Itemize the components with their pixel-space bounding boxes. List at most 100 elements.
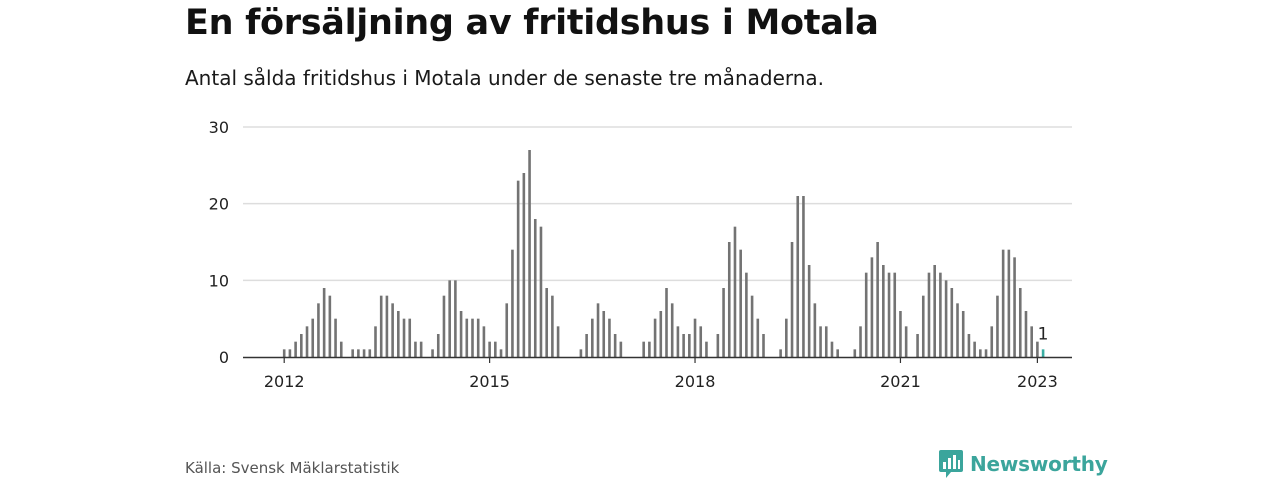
- page-title: En försäljning av fritidshus i Motala: [185, 3, 879, 43]
- bar: [1007, 249, 1011, 357]
- bar: [916, 334, 919, 357]
- bar: [921, 295, 925, 357]
- bar: [682, 334, 685, 357]
- bar: [414, 341, 417, 357]
- bar: [739, 249, 742, 357]
- bar: [984, 349, 988, 357]
- bar: [505, 303, 509, 357]
- bar: [282, 349, 286, 357]
- bar: [533, 219, 537, 357]
- bar: [545, 288, 548, 357]
- bar: [745, 272, 748, 357]
- chart-subtitle: Antal sålda fritidshus i Motala under de…: [185, 66, 825, 90]
- bar: [585, 334, 588, 357]
- bar: [733, 226, 737, 357]
- bar: [539, 226, 543, 357]
- bar: [670, 303, 674, 357]
- bar: [476, 318, 480, 357]
- bar: [973, 341, 976, 357]
- bar: [374, 326, 377, 357]
- bar: [436, 334, 440, 357]
- bar: [819, 326, 822, 357]
- bar: [882, 265, 885, 357]
- bar-chart: 0 10 20 30 2012 2015 2018 2021 2023 1: [209, 118, 1072, 391]
- bar: [727, 242, 731, 357]
- bar: [802, 196, 805, 357]
- bar: [659, 311, 663, 357]
- bar: [522, 173, 526, 357]
- bar: [813, 303, 817, 357]
- bar: [705, 341, 708, 357]
- bar: [887, 272, 891, 357]
- y-tick-label: 10: [209, 271, 229, 290]
- bar: [391, 303, 394, 357]
- bar: [979, 349, 982, 357]
- bar: [551, 295, 554, 357]
- source-note: Källa: Svensk Mäklarstatistik: [185, 459, 400, 477]
- bar: [750, 295, 754, 357]
- bar: [1001, 249, 1005, 357]
- bar: [488, 341, 491, 357]
- bar: [762, 334, 765, 357]
- bar: [1036, 341, 1039, 357]
- bar: [448, 280, 451, 357]
- bar: [688, 334, 691, 357]
- bar: [294, 341, 297, 357]
- bar: [357, 349, 360, 357]
- y-tick-label: 0: [219, 348, 229, 367]
- bar: [653, 318, 657, 357]
- bar: [385, 295, 389, 357]
- bar: [556, 326, 560, 357]
- bar: [471, 318, 474, 357]
- bar: [317, 303, 320, 357]
- bar: [933, 265, 936, 357]
- bar: [619, 341, 623, 357]
- bar: [824, 326, 828, 357]
- bar: [431, 349, 434, 357]
- bar: [870, 257, 874, 357]
- bar: [956, 303, 959, 357]
- bar: [904, 326, 908, 357]
- bar: [305, 326, 309, 357]
- bar: [419, 341, 423, 357]
- bar: [859, 326, 862, 357]
- bar: [853, 349, 857, 357]
- bar: [990, 326, 994, 357]
- bar: [830, 341, 834, 357]
- bar: [944, 280, 948, 357]
- bar: [864, 272, 868, 357]
- bar: [939, 272, 942, 357]
- newsworthy-logo-icon: [939, 450, 963, 478]
- y-tick-label: 20: [209, 195, 229, 214]
- highlight-data-label: 1: [1038, 324, 1049, 344]
- newsworthy-brand[interactable]: Newsworthy: [938, 448, 1108, 480]
- bar: [528, 150, 531, 357]
- bar: [779, 349, 782, 357]
- bar: [328, 295, 332, 357]
- bar: [442, 295, 446, 357]
- y-tick-label: 30: [209, 118, 229, 137]
- bar: [927, 272, 931, 357]
- bar: [362, 349, 366, 357]
- bar: [402, 318, 406, 357]
- bar: [596, 303, 600, 357]
- bar: [961, 311, 965, 357]
- bar: [893, 272, 897, 357]
- bar: [693, 318, 697, 357]
- bar: [608, 318, 611, 357]
- bar: [591, 318, 594, 357]
- x-tick-label: 2015: [469, 372, 510, 391]
- bar: [996, 295, 999, 357]
- bar: [876, 242, 879, 357]
- bar: [516, 180, 520, 357]
- bar: [716, 334, 720, 357]
- bar: [334, 318, 337, 357]
- bar: [459, 311, 463, 357]
- bar: [499, 349, 503, 357]
- bar: [836, 349, 839, 357]
- bar: [368, 349, 372, 357]
- bar: [494, 341, 497, 357]
- bar: [648, 341, 651, 357]
- bar: [602, 311, 606, 357]
- bar: [351, 349, 354, 357]
